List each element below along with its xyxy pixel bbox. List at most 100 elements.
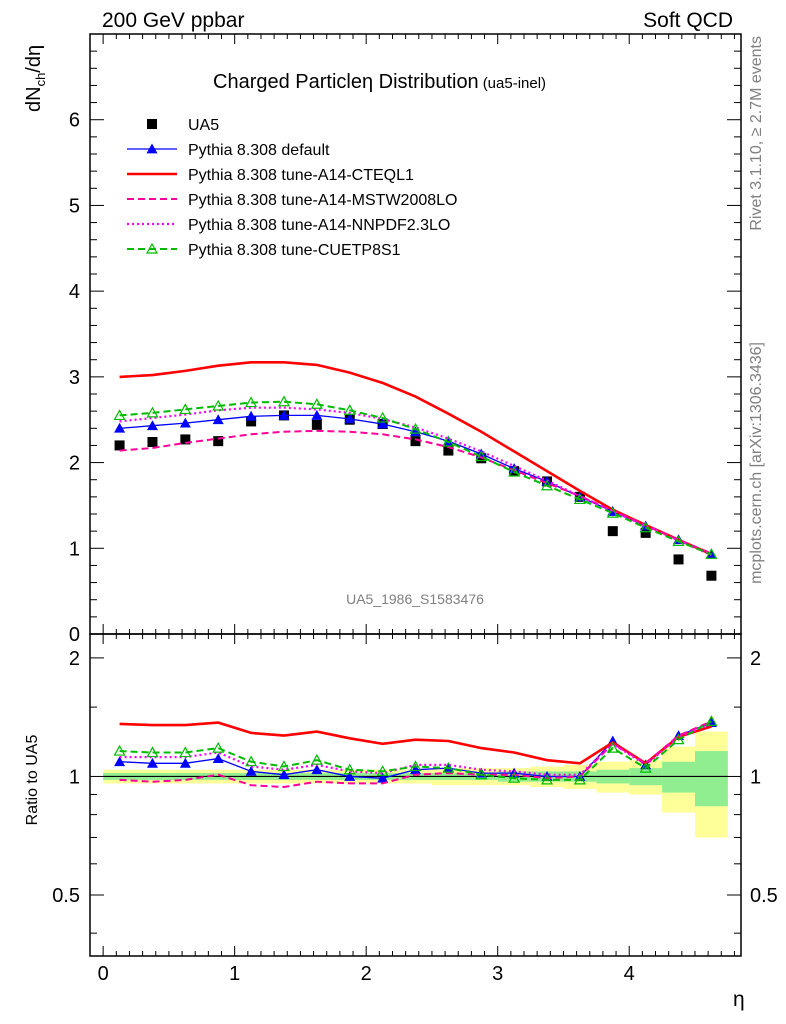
ratio-point-4-15	[606, 741, 619, 753]
main-point-5-18	[705, 548, 718, 559]
main-point-1-2	[179, 417, 191, 428]
ratio-point-4-2	[179, 746, 192, 758]
axis-ticks: 0 1 2 3 4 0 1 2 3 4 5 6 0.5 0.5 1 1 2 2	[52, 33, 778, 985]
ratio-point-0-0	[114, 756, 126, 767]
main-point-5-10	[442, 435, 455, 447]
x-tick-label: 4	[624, 963, 635, 985]
main-point-5-6	[310, 398, 323, 409]
ratio-point-4-6	[310, 753, 323, 765]
main-point-0-15	[607, 526, 618, 537]
chart-subtitle: (ua5-inel)	[483, 75, 546, 92]
ratio-point-0-9	[410, 764, 421, 775]
ratio-point-4-3	[212, 741, 225, 753]
mcplots-label: mcplots.cern.ch [arXiv:1306.3436]	[748, 342, 765, 584]
ratio-point-4-18	[705, 715, 718, 726]
ratio-point-4-5	[277, 760, 291, 772]
ratio-point-4-16	[639, 761, 652, 773]
main-series-line-2	[119, 360, 712, 556]
ratio-point-4-8	[376, 765, 389, 776]
main-point-5-0	[113, 409, 126, 421]
main-series-1	[114, 409, 717, 559]
main-point-5-1	[146, 406, 159, 418]
ratio-series-line-4	[119, 720, 712, 781]
main-point-1-1	[146, 420, 158, 431]
ratio-point-4-10	[442, 761, 455, 773]
header-left: 200 GeV ppbar	[102, 9, 244, 32]
ratio-series-line-1	[119, 721, 712, 765]
main-point-0-9	[410, 436, 421, 447]
main-point-5-7	[343, 404, 356, 415]
ratio-point-0-2	[179, 757, 191, 768]
header-right: Soft QCD	[643, 9, 733, 32]
main-point-5-5	[277, 395, 291, 407]
x-axis-label: η	[733, 988, 745, 1011]
main-point-5-14	[573, 493, 586, 505]
ratio-point-4-17	[672, 733, 685, 745]
legend-marker	[147, 119, 157, 129]
chart-title-main: Charged Particleη Distribution	[213, 71, 479, 93]
ratio-point-4-11	[475, 768, 488, 780]
main-series-line-3	[119, 429, 712, 555]
ratio-y-tick-label-right: 0.5	[750, 885, 778, 907]
ratio-y-tick-label-left: 2	[69, 648, 80, 670]
legend-item: Pythia 8.308 tune-CUETP8S1	[127, 242, 401, 259]
ratio-series-group	[113, 715, 718, 789]
main-point-1-6	[311, 409, 323, 420]
main-y-tick-label: 2	[69, 453, 80, 475]
ratio-point-0-8	[377, 772, 389, 783]
ratio-uncertainty-bands	[103, 731, 728, 838]
ratio-y-axis-label: Ratio to UA5	[24, 735, 41, 826]
main-point-5-2	[179, 403, 192, 415]
ratio-point-0-5	[278, 769, 290, 780]
y-axis-label: dNch/dη	[23, 45, 48, 112]
main-point-1-3	[212, 414, 224, 425]
main-point-1-8	[377, 418, 389, 429]
legend-item: Pythia 8.308 tune-A14-CTEQL1	[127, 167, 414, 184]
main-y-tick-label: 5	[69, 195, 80, 217]
ratio-point-4-0	[113, 744, 126, 756]
main-point-1-7	[344, 413, 356, 424]
main-point-0-1	[147, 437, 158, 447]
ratio-point-4-7	[343, 763, 356, 775]
x-tick-label: 0	[98, 963, 109, 985]
ratio-point-0-4	[245, 765, 257, 776]
legend-item: UA5	[147, 117, 219, 134]
band-inner-18	[694, 751, 728, 807]
main-point-5-12	[508, 465, 521, 477]
legend-label: Pythia 8.308 tune-CUETP8S1	[188, 242, 401, 259]
chart-title: Charged Particleη Distribution (ua5-inel)	[213, 71, 546, 93]
main-point-5-17	[672, 535, 685, 547]
legend-label: UA5	[188, 117, 219, 134]
x-tick-label: 1	[229, 963, 240, 985]
main-point-0-4	[246, 416, 257, 427]
main-series-3	[119, 429, 712, 555]
main-y-tick-label: 4	[69, 281, 80, 303]
main-point-5-3	[212, 399, 225, 411]
main-point-5-11	[475, 450, 488, 462]
ratio-y-tick-label-right: 1	[750, 766, 761, 788]
main-point-5-15	[606, 506, 619, 518]
main-y-tick-label: 1	[69, 538, 80, 560]
y-axis-label-tail: /dη	[23, 45, 45, 73]
legend-marker	[145, 242, 159, 254]
main-point-5-16	[639, 521, 652, 533]
legend-label: Pythia 8.308 default	[188, 142, 330, 159]
main-point-5-13	[540, 479, 554, 491]
main-series-2	[119, 360, 712, 556]
ratio-series-1	[119, 721, 712, 765]
main-series-5	[113, 395, 718, 559]
ratio-y-tick-label-left: 1	[69, 766, 80, 788]
ratio-point-4-12	[508, 771, 521, 783]
ratio-point-4-13	[540, 773, 554, 785]
ratio-series-4	[113, 715, 718, 785]
main-y-tick-label: 3	[69, 367, 80, 389]
main-point-5-9	[409, 422, 422, 434]
ratio-y-tick-label-left: 0.5	[52, 885, 80, 907]
ratio-point-4-4	[245, 755, 258, 767]
x-tick-label: 2	[361, 963, 372, 985]
main-point-0-0	[114, 440, 125, 451]
legend-item: Pythia 8.308 default	[127, 142, 330, 159]
plot-frames	[89, 33, 742, 957]
ratio-point-4-14	[573, 773, 586, 785]
